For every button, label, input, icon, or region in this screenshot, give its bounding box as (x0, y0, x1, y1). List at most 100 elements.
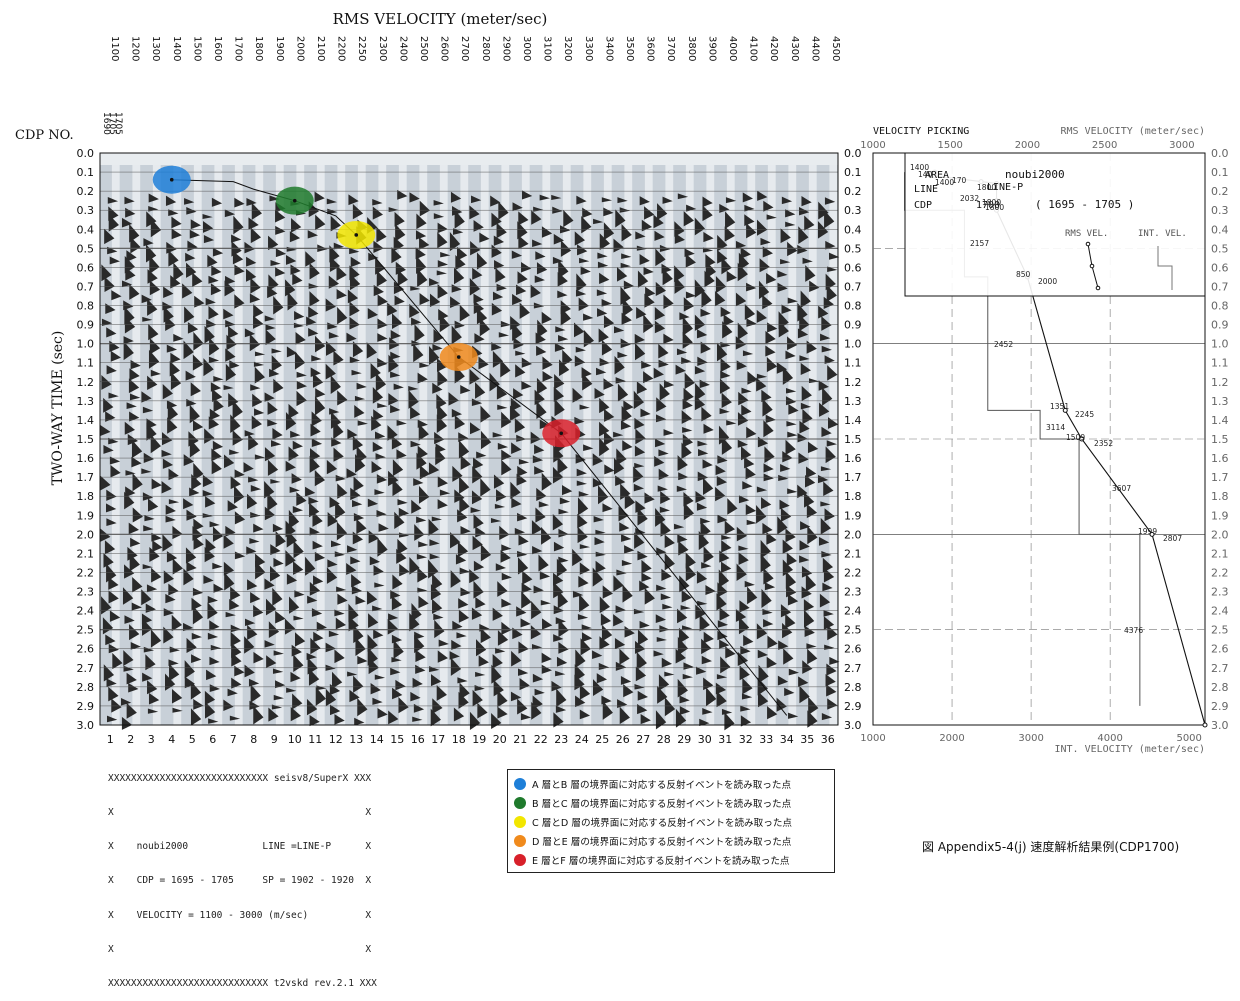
wiggle-lobe (575, 346, 586, 353)
wiggle-lobe (396, 419, 407, 426)
wiggle-lobe (697, 356, 708, 366)
rms-velocity-tick-label: 3100 (542, 36, 553, 61)
time-tick-label: 1.4 (844, 414, 862, 427)
wiggle-lobe (653, 367, 664, 379)
wiggle-lobe (799, 555, 810, 563)
wiggle-lobe (676, 348, 688, 356)
wiggle-lobe (132, 472, 143, 492)
wiggle-lobe (703, 423, 714, 434)
wiggle-lobe (309, 527, 320, 536)
time-tick-label: 0.6 (77, 261, 95, 274)
wiggle-lobe (660, 490, 671, 505)
wiggle-lobe (354, 717, 365, 726)
wiggle-lobe (372, 387, 384, 404)
wiggle-lobe (271, 355, 282, 372)
wiggle-lobe (147, 375, 158, 391)
wiggle-lobe (797, 328, 809, 339)
wiggle-lobe (780, 258, 791, 265)
wiggle-lobe (413, 343, 424, 363)
wiggle-lobe (598, 662, 610, 671)
wiggle-lobe (308, 496, 319, 505)
wiggle-lobe (391, 595, 403, 611)
wiggle-lobe (553, 581, 564, 599)
wiggle-lobe (621, 223, 632, 242)
wiggle-lobe (621, 559, 633, 566)
wiggle-lobe (434, 619, 445, 639)
wiggle-lobe (375, 431, 386, 440)
wiggle-lobe (457, 509, 468, 523)
wiggle-lobe (552, 256, 564, 264)
wiggle-lobe (722, 321, 733, 339)
wiggle-lobe (593, 516, 604, 523)
wiggle-lobe (264, 447, 276, 462)
wiggle-lobe (124, 196, 135, 205)
wiggle-lobe (806, 466, 817, 478)
wiggle-lobe (131, 602, 142, 611)
wiggle-lobe (230, 586, 241, 601)
wiggle-lobe (452, 620, 463, 631)
inset-line-label: LINE (914, 184, 938, 195)
wiggle-lobe (593, 218, 604, 225)
wiggle-lobe (493, 235, 505, 246)
wiggle-lobe (827, 365, 838, 381)
wiggle-lobe (804, 215, 815, 231)
time-tick-label: 1.2 (844, 376, 862, 389)
wiggle-lobe (539, 419, 550, 429)
wiggle-lobe (766, 214, 777, 220)
wiggle-lobe (719, 203, 730, 213)
wiggle-lobe (111, 698, 122, 713)
wiggle-lobe (635, 428, 646, 445)
wiggle-lobe (250, 227, 262, 244)
wiggle-lobe (183, 498, 194, 510)
wiggle-lobe (225, 348, 236, 362)
wiggle-lobe (695, 383, 706, 401)
wiggle-lobe (291, 644, 302, 657)
wiggle-lobe (141, 391, 152, 403)
rms-velocity-tick-label: 2500 (1092, 140, 1117, 151)
wiggle-lobe (640, 714, 651, 725)
wiggle-lobe (127, 434, 139, 446)
wiggle-lobe (190, 382, 201, 397)
wiggle-lobe (779, 499, 790, 510)
wiggle-lobe (558, 508, 569, 515)
wiggle-lobe (352, 203, 364, 220)
wiggle-lobe (719, 378, 731, 394)
time-tick-label: 0.3 (77, 204, 95, 217)
wiggle-lobe (356, 382, 367, 390)
wiggle-lobe (350, 556, 361, 565)
wiggle-lobe (129, 223, 140, 243)
wiggle-lobe (368, 252, 379, 262)
wiggle-lobe (189, 404, 200, 424)
wiggle-lobe (121, 217, 133, 228)
wiggle-lobe (412, 677, 423, 688)
wiggle-lobe (130, 360, 141, 370)
wiggle-lobe (186, 206, 197, 215)
wiggle-lobe (250, 591, 261, 604)
wiggle-lobe (209, 408, 221, 421)
velocity-pick-point (456, 355, 461, 359)
pick-value-label: 2352 (1094, 439, 1113, 448)
time-tick-label: 2.5 (844, 624, 862, 637)
wiggle-lobe (419, 464, 431, 480)
wiggle-lobe (474, 684, 485, 692)
wiggle-lobe (453, 267, 465, 285)
wiggle-lobe (737, 322, 748, 340)
wiggle-lobe (267, 459, 279, 476)
wiggle-lobe (335, 474, 346, 482)
wiggle-lobe (335, 617, 347, 630)
wiggle-lobe (602, 700, 613, 720)
wiggle-lobe (597, 261, 609, 269)
time-tick-label: 1.7 (77, 471, 95, 484)
wiggle-lobe (148, 692, 160, 705)
legend-item: E 層とF 層の境界面に対応する反射イベントを読み取った点 (514, 850, 828, 869)
wiggle-lobe (531, 210, 542, 225)
wiggle-lobe (397, 499, 408, 506)
wiggle-lobe (682, 434, 694, 448)
wiggle-lobe (494, 259, 505, 270)
wiggle-lobe (823, 616, 835, 630)
panel-number-label: 7 (230, 733, 237, 746)
velocity-pick-point (292, 198, 297, 203)
wiggle-lobe (581, 624, 592, 631)
wiggle-lobe (615, 605, 626, 614)
wiggle-lobe (573, 322, 585, 338)
